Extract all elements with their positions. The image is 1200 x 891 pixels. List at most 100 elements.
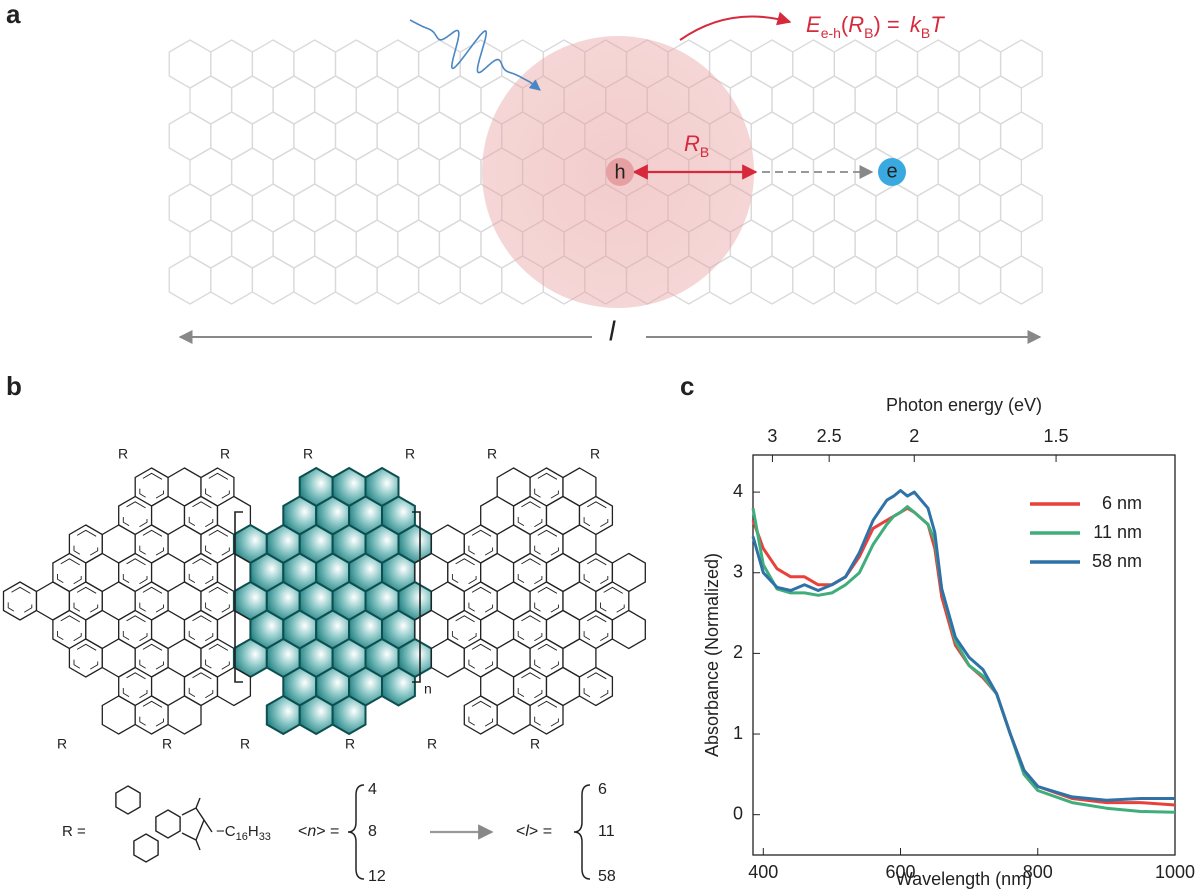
lattice-hex xyxy=(230,75,274,125)
formula-part: k xyxy=(910,12,922,37)
chain-part: 16 xyxy=(236,831,248,843)
n-label: <n> = xyxy=(298,823,339,840)
x-tick-label: 800 xyxy=(1023,862,1053,882)
x2-tick-label: 2.5 xyxy=(817,426,842,446)
lattice-hex xyxy=(937,147,981,197)
lattice-hex xyxy=(979,147,1023,197)
substituent-ring xyxy=(155,809,181,839)
lattice-hex xyxy=(417,183,461,233)
substituent-bonds xyxy=(181,797,213,851)
lattice-hex xyxy=(438,219,482,269)
lattice-hex xyxy=(417,39,461,89)
lattice-hex xyxy=(958,111,1002,161)
formula-part: e-h xyxy=(821,25,841,41)
substituent-ring xyxy=(115,785,141,815)
lattice-hex xyxy=(916,183,960,233)
lattice-hex xyxy=(854,219,898,269)
formula-part: R xyxy=(848,12,864,37)
electron xyxy=(878,158,906,186)
formula-part: B xyxy=(921,25,930,41)
legend-label: 11 nm xyxy=(1093,522,1142,542)
ring xyxy=(216,666,252,707)
substituent-label: R xyxy=(118,446,128,462)
lattice-hex xyxy=(314,147,357,197)
l-label-part: < xyxy=(516,823,525,840)
lattice-hex xyxy=(251,39,295,89)
ring xyxy=(578,666,614,707)
lattice-hex xyxy=(168,255,212,305)
lattice-hex xyxy=(459,255,503,305)
x-tick-label: 400 xyxy=(748,862,778,882)
substituent-label: R xyxy=(303,446,313,462)
lattice-hex xyxy=(376,255,420,305)
lattice-hex xyxy=(168,111,212,161)
x2-axis-label: Photon energy (eV) xyxy=(886,395,1042,415)
l-label-part: > = xyxy=(529,823,552,840)
lattice-hex xyxy=(376,39,420,89)
lattice-hex xyxy=(189,75,233,125)
radius-symbol: R xyxy=(684,131,700,156)
n-value: 8 xyxy=(368,823,377,840)
lattice-hex xyxy=(417,255,461,305)
legend-label: 6 nm xyxy=(1102,493,1142,513)
substituent-label: R xyxy=(57,736,67,752)
lattice-hex xyxy=(958,183,1002,233)
bracket xyxy=(234,511,421,683)
series-line xyxy=(751,505,1176,814)
lattice-hex xyxy=(792,39,835,89)
x-tick-label: 1000 xyxy=(1155,862,1195,882)
lattice-hex xyxy=(833,255,877,305)
lattice-hex xyxy=(771,75,815,125)
lattice-hex xyxy=(334,255,378,305)
chain-label: −C16H33 xyxy=(216,823,271,843)
lattice-hex xyxy=(854,75,898,125)
lattice-hex xyxy=(750,183,794,233)
teal-ring xyxy=(381,666,416,707)
n-value: 4 xyxy=(368,781,377,798)
teal-ring xyxy=(331,694,367,736)
lattice-hex xyxy=(230,219,274,269)
teal-ring xyxy=(298,694,334,736)
lattice-hex xyxy=(189,219,233,269)
y-axis-label: Absorbance (Normalized) xyxy=(702,553,722,757)
formula: Ee-h(RB) = kBT xyxy=(806,12,945,41)
photon xyxy=(409,19,541,91)
lattice-hex xyxy=(999,111,1043,161)
lattice-hex xyxy=(334,39,378,89)
substituent-label: R xyxy=(487,446,497,462)
formula-part: B xyxy=(864,25,873,41)
lattice-hex xyxy=(168,39,212,89)
l-value: 6 xyxy=(598,781,607,798)
panel-label: c xyxy=(680,371,694,401)
lattice-hex xyxy=(230,147,274,197)
radius-subscript: B xyxy=(700,144,709,160)
chain-part: H xyxy=(248,823,259,840)
lattice-hex xyxy=(314,219,357,269)
brace xyxy=(347,784,365,880)
y-tick-label: 1 xyxy=(733,723,743,743)
lattice-hex xyxy=(293,39,337,89)
lattice-hex xyxy=(355,219,399,269)
l-value: 58 xyxy=(598,868,616,885)
lattice-hex xyxy=(272,219,316,269)
ring xyxy=(529,695,564,735)
legend-label: 58 nm xyxy=(1092,551,1142,571)
y-tick-label: 3 xyxy=(733,561,743,581)
n-label-part: n xyxy=(307,823,316,840)
lattice-hex xyxy=(875,255,919,305)
hole-label: h xyxy=(614,161,625,183)
lattice-hex xyxy=(210,183,254,233)
lattice-hex xyxy=(875,183,919,233)
lattice-hex xyxy=(355,75,399,125)
chain-part: −C xyxy=(216,823,236,840)
lattice-hex xyxy=(272,147,316,197)
lattice-hex xyxy=(833,39,877,89)
lattice-hex xyxy=(438,75,482,125)
l-label-part: l xyxy=(525,823,529,840)
lattice-hex xyxy=(958,255,1002,305)
x-axis-label: Wavelength (nm) xyxy=(896,869,1032,889)
lattice-hex xyxy=(210,39,254,89)
substituent-label: R xyxy=(240,736,250,752)
brace xyxy=(573,784,591,880)
